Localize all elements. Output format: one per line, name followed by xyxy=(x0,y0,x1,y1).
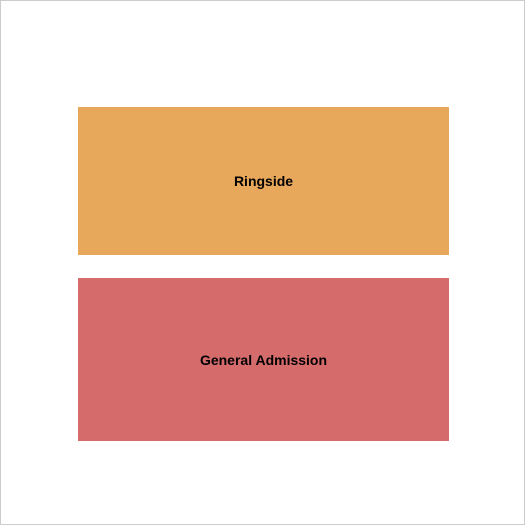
seating-chart: Ringside General Admission xyxy=(1,1,524,524)
section-ringside[interactable]: Ringside xyxy=(78,107,449,255)
section-general-admission[interactable]: General Admission xyxy=(78,278,449,441)
section-general-admission-label: General Admission xyxy=(200,352,327,368)
section-ringside-label: Ringside xyxy=(234,173,293,189)
